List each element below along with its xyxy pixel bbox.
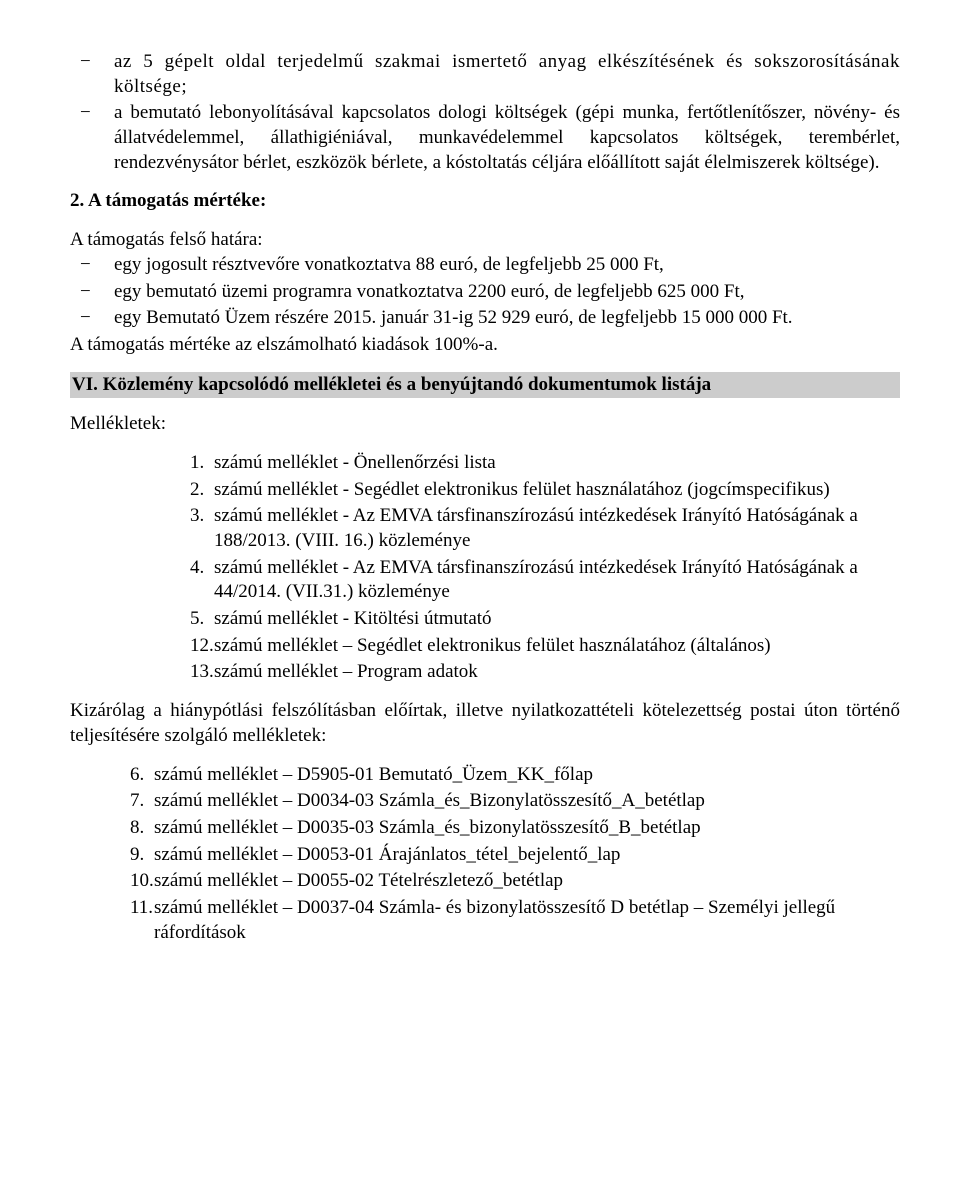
list-item: − egy jogosult résztvevőre vonatkoztatva… xyxy=(70,253,900,278)
section-vi-heading: VI. Közlemény kapcsolódó mellékletei és … xyxy=(70,372,900,399)
item-text: számú melléklet – D0035-03 Számla_és_biz… xyxy=(154,816,900,841)
item-text: számú melléklet - Önellenőrzési lista xyxy=(214,451,900,476)
item-number: 10. xyxy=(130,869,154,894)
item-text: számú melléklet – D0034-03 Számla_és_Biz… xyxy=(154,789,900,814)
item-number: 12. xyxy=(190,634,214,659)
item-number: 6. xyxy=(130,763,154,788)
item-text: egy jogosult résztvevőre vonatkoztatva 8… xyxy=(114,253,900,278)
list-item: 8.számú melléklet – D0035-03 Számla_és_b… xyxy=(130,816,900,841)
limit-footer: A támogatás mértéke az elszámolható kiad… xyxy=(70,333,900,358)
list-item: 4.számú melléklet - Az EMVA társfinanszí… xyxy=(190,556,900,605)
item-number: 3. xyxy=(190,504,214,553)
list-item: 11.számú melléklet – D0037-04 Számla- és… xyxy=(130,896,900,945)
item-text: számú melléklet – D0037-04 Számla- és bi… xyxy=(154,896,900,945)
list-item: 2.számú melléklet - Segédlet elektroniku… xyxy=(190,478,900,503)
item-number: 1. xyxy=(190,451,214,476)
item-text: számú melléklet – D0055-02 Tételrészlete… xyxy=(154,869,900,894)
list-item: − a bemutató lebonyolításával kapcsolato… xyxy=(70,101,900,175)
section-2-title: 2. A támogatás mértéke: xyxy=(70,189,900,214)
top-list: − az 5 gépelt oldal terjedelmű szakmai i… xyxy=(70,50,900,175)
list-item: 10.számú melléklet – D0055-02 Tételrészl… xyxy=(130,869,900,894)
limit-list: − egy jogosult résztvevőre vonatkoztatva… xyxy=(70,253,900,331)
item-text: számú melléklet - Az EMVA társfinanszíro… xyxy=(214,556,900,605)
dash-bullet: − xyxy=(70,280,114,305)
item-number: 9. xyxy=(130,843,154,868)
item-text: számú melléklet – Segédlet elektronikus … xyxy=(214,634,900,659)
attachment-list-1: 1.számú melléklet - Önellenőrzési lista … xyxy=(190,451,900,685)
list-item: − egy bemutató üzemi programra vonatkozt… xyxy=(70,280,900,305)
limit-label: A támogatás felső határa: xyxy=(70,228,900,253)
mellekletek-label: Mellékletek: xyxy=(70,412,900,437)
item-number: 5. xyxy=(190,607,214,632)
dash-bullet: − xyxy=(70,306,114,331)
dash-bullet: − xyxy=(70,101,114,175)
list-item: − egy Bemutató Üzem részére 2015. január… xyxy=(70,306,900,331)
dash-bullet: − xyxy=(70,50,114,99)
middle-paragraph: Kizárólag a hiánypótlási felszólításban … xyxy=(70,699,900,748)
list-item: − az 5 gépelt oldal terjedelmű szakmai i… xyxy=(70,50,900,99)
item-text: egy Bemutató Üzem részére 2015. január 3… xyxy=(114,306,900,331)
item-number: 8. xyxy=(130,816,154,841)
item-number: 11. xyxy=(130,896,154,945)
item-text: számú melléklet - Kitöltési útmutató xyxy=(214,607,900,632)
item-text: számú melléklet – D0053-01 Árajánlatos_t… xyxy=(154,843,900,868)
item-text: számú melléklet - Az EMVA társfinanszíro… xyxy=(214,504,900,553)
item-number: 4. xyxy=(190,556,214,605)
item-text: számú melléklet – Program adatok xyxy=(214,660,900,685)
list-item: 13.számú melléklet – Program adatok xyxy=(190,660,900,685)
list-item: 3.számú melléklet - Az EMVA társfinanszí… xyxy=(190,504,900,553)
item-text: egy bemutató üzemi programra vonatkoztat… xyxy=(114,280,900,305)
list-item: 9.számú melléklet – D0053-01 Árajánlatos… xyxy=(130,843,900,868)
dash-bullet: − xyxy=(70,253,114,278)
item-number: 7. xyxy=(130,789,154,814)
list-item: 12.számú melléklet – Segédlet elektronik… xyxy=(190,634,900,659)
list-item: 7.számú melléklet – D0034-03 Számla_és_B… xyxy=(130,789,900,814)
item-number: 2. xyxy=(190,478,214,503)
list-item: 1.számú melléklet - Önellenőrzési lista xyxy=(190,451,900,476)
item-text: számú melléklet - Segédlet elektronikus … xyxy=(214,478,900,503)
list-item: 6.számú melléklet – D5905-01 Bemutató_Üz… xyxy=(130,763,900,788)
item-number: 13. xyxy=(190,660,214,685)
item-text: az 5 gépelt oldal terjedelmű szakmai ism… xyxy=(114,50,900,99)
list-item: 5.számú melléklet - Kitöltési útmutató xyxy=(190,607,900,632)
item-text: számú melléklet – D5905-01 Bemutató_Üzem… xyxy=(154,763,900,788)
item-text: a bemutató lebonyolításával kapcsolatos … xyxy=(114,101,900,175)
attachment-list-2: 6.számú melléklet – D5905-01 Bemutató_Üz… xyxy=(130,763,900,946)
